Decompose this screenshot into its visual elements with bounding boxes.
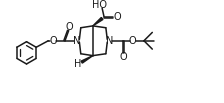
Text: O: O bbox=[49, 36, 57, 46]
Text: N: N bbox=[73, 36, 81, 46]
Text: O: O bbox=[119, 52, 127, 62]
Text: O: O bbox=[113, 12, 121, 22]
Text: HO: HO bbox=[92, 0, 107, 9]
Text: O: O bbox=[66, 22, 73, 32]
Text: N: N bbox=[106, 36, 113, 46]
Text: O: O bbox=[129, 36, 137, 46]
Polygon shape bbox=[93, 17, 103, 26]
Polygon shape bbox=[81, 56, 93, 63]
Text: H: H bbox=[74, 59, 82, 69]
